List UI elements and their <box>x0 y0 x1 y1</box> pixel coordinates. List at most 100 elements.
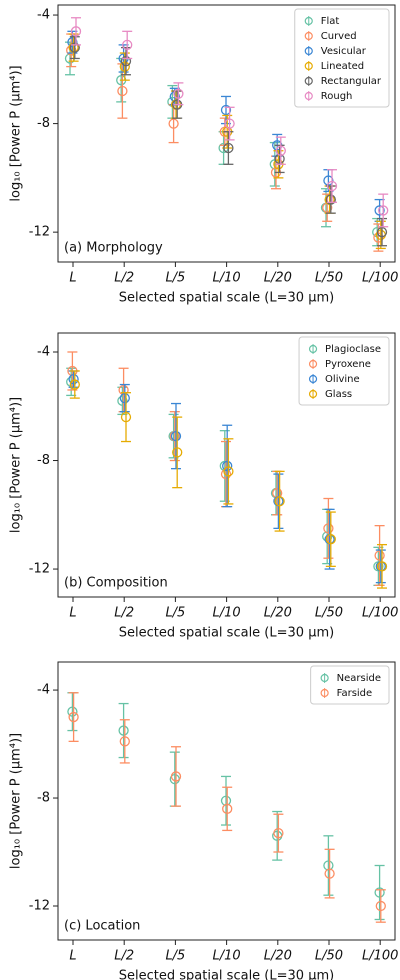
x-tick-label: L/10 <box>213 271 241 286</box>
x-tick-label: L <box>69 606 76 621</box>
panel: -4 -8 -12 L L/2 L/5 L/10 L/20 L/50 L/100 Selected … <box>9 332 398 641</box>
marker <box>275 145 286 156</box>
marker <box>170 771 182 782</box>
y-axis-label: log₁₀ [Power P (μm⁴)] <box>9 733 24 869</box>
marker <box>170 430 182 442</box>
marker <box>120 56 132 67</box>
y-tick-label: -8 <box>37 453 50 468</box>
marker <box>325 534 336 545</box>
y-axis-label: log₁₀ [Power P (μm⁴)] <box>9 397 24 533</box>
marker <box>220 104 232 116</box>
marker <box>70 26 82 37</box>
x-tick-label: L/2 <box>114 606 134 621</box>
x-axis-label: Selected spatial scale (L=30 μm) <box>119 291 334 306</box>
legend-key <box>304 76 313 86</box>
x-tick-label: L/10 <box>213 606 241 621</box>
marker <box>325 194 336 205</box>
marker <box>220 468 232 480</box>
marker <box>117 395 128 406</box>
legend-key <box>304 46 313 56</box>
x-tick-label: L/50 <box>315 949 343 964</box>
marker <box>223 142 234 154</box>
legend-label: Glass <box>325 389 352 400</box>
x-tick-label: L/20 <box>264 271 292 286</box>
y-tick-label: -12 <box>29 898 50 913</box>
marker <box>220 795 232 806</box>
legend-key <box>308 344 318 354</box>
legend-key <box>304 61 313 71</box>
marker <box>223 466 234 477</box>
marker <box>117 85 128 97</box>
legend-frame <box>294 8 390 108</box>
legend-label: Vesicular <box>321 46 367 57</box>
x-tick-label: L/5 <box>165 949 185 964</box>
y-tick-label: -4 <box>37 344 50 359</box>
marker <box>323 860 334 871</box>
y-axis-label: log₁₀ [Power P (μm⁴)] <box>9 65 24 201</box>
marker <box>67 37 78 48</box>
legend-label: Curved <box>321 31 357 42</box>
y-tick-label: -12 <box>29 225 50 240</box>
marker <box>67 706 78 717</box>
marker <box>69 42 80 53</box>
marker <box>119 736 130 747</box>
x-tick-label: L/100 <box>362 949 398 964</box>
legend-frame <box>310 665 390 705</box>
marker <box>120 411 132 423</box>
legend-label: Lineated <box>321 61 364 72</box>
marker <box>222 803 233 814</box>
y-tick-label: -12 <box>29 562 50 577</box>
x-tick-label: L/2 <box>114 271 134 286</box>
marker <box>273 827 284 839</box>
marker <box>222 460 233 472</box>
marker <box>119 392 130 404</box>
legend-key <box>304 16 313 26</box>
marker <box>378 205 389 216</box>
legend-label: Nearside <box>337 673 381 684</box>
legend-key <box>308 374 318 384</box>
legend: Nearside Farside <box>310 665 390 705</box>
x-tick-label: L/2 <box>114 949 134 964</box>
marker <box>375 900 386 912</box>
marker <box>173 88 184 99</box>
legend-key <box>308 359 318 369</box>
marker <box>119 61 130 72</box>
legend-frame <box>298 336 390 406</box>
x-tick-label: L/100 <box>362 271 398 286</box>
legend-label: Plagioclase <box>325 344 381 355</box>
legend-label: Rough <box>321 91 353 102</box>
x-tick-label: L <box>69 949 76 964</box>
y-tick-label: -4 <box>37 683 50 698</box>
annotation: (c) Location <box>64 919 140 934</box>
marker <box>118 725 129 736</box>
x-tick-label: L/20 <box>264 949 292 964</box>
marker <box>68 373 79 385</box>
x-tick-label: L/50 <box>315 271 343 286</box>
annotation: (a) Morphology <box>64 241 163 256</box>
legend-label: Rectangular <box>321 76 382 87</box>
marker <box>172 447 183 458</box>
x-tick-label: L/5 <box>165 606 185 621</box>
marker <box>68 711 79 723</box>
marker <box>376 226 388 238</box>
marker <box>168 118 179 129</box>
marker <box>224 118 235 129</box>
legend: Plagioclase Pyroxene Olivine Glass <box>298 336 390 406</box>
x-tick-label: L/50 <box>315 606 343 621</box>
legend-label: Farside <box>337 688 373 699</box>
marker <box>274 153 285 165</box>
x-tick-label: L/20 <box>264 606 292 621</box>
marker <box>374 205 385 216</box>
panel: -4 -8 -12 L L/2 L/5 L/10 L/20 L/50 L/100 Selected … <box>9 4 398 306</box>
legend-label: Pyroxene <box>325 359 371 370</box>
legend-label: Olivine <box>325 374 360 385</box>
legend-key <box>320 688 329 698</box>
marker <box>326 180 338 192</box>
annotation: (b) Composition <box>64 576 168 591</box>
marker <box>118 384 129 396</box>
y-tick-label: -8 <box>37 791 50 806</box>
marker <box>373 232 384 243</box>
y-tick-label: -8 <box>37 116 50 131</box>
